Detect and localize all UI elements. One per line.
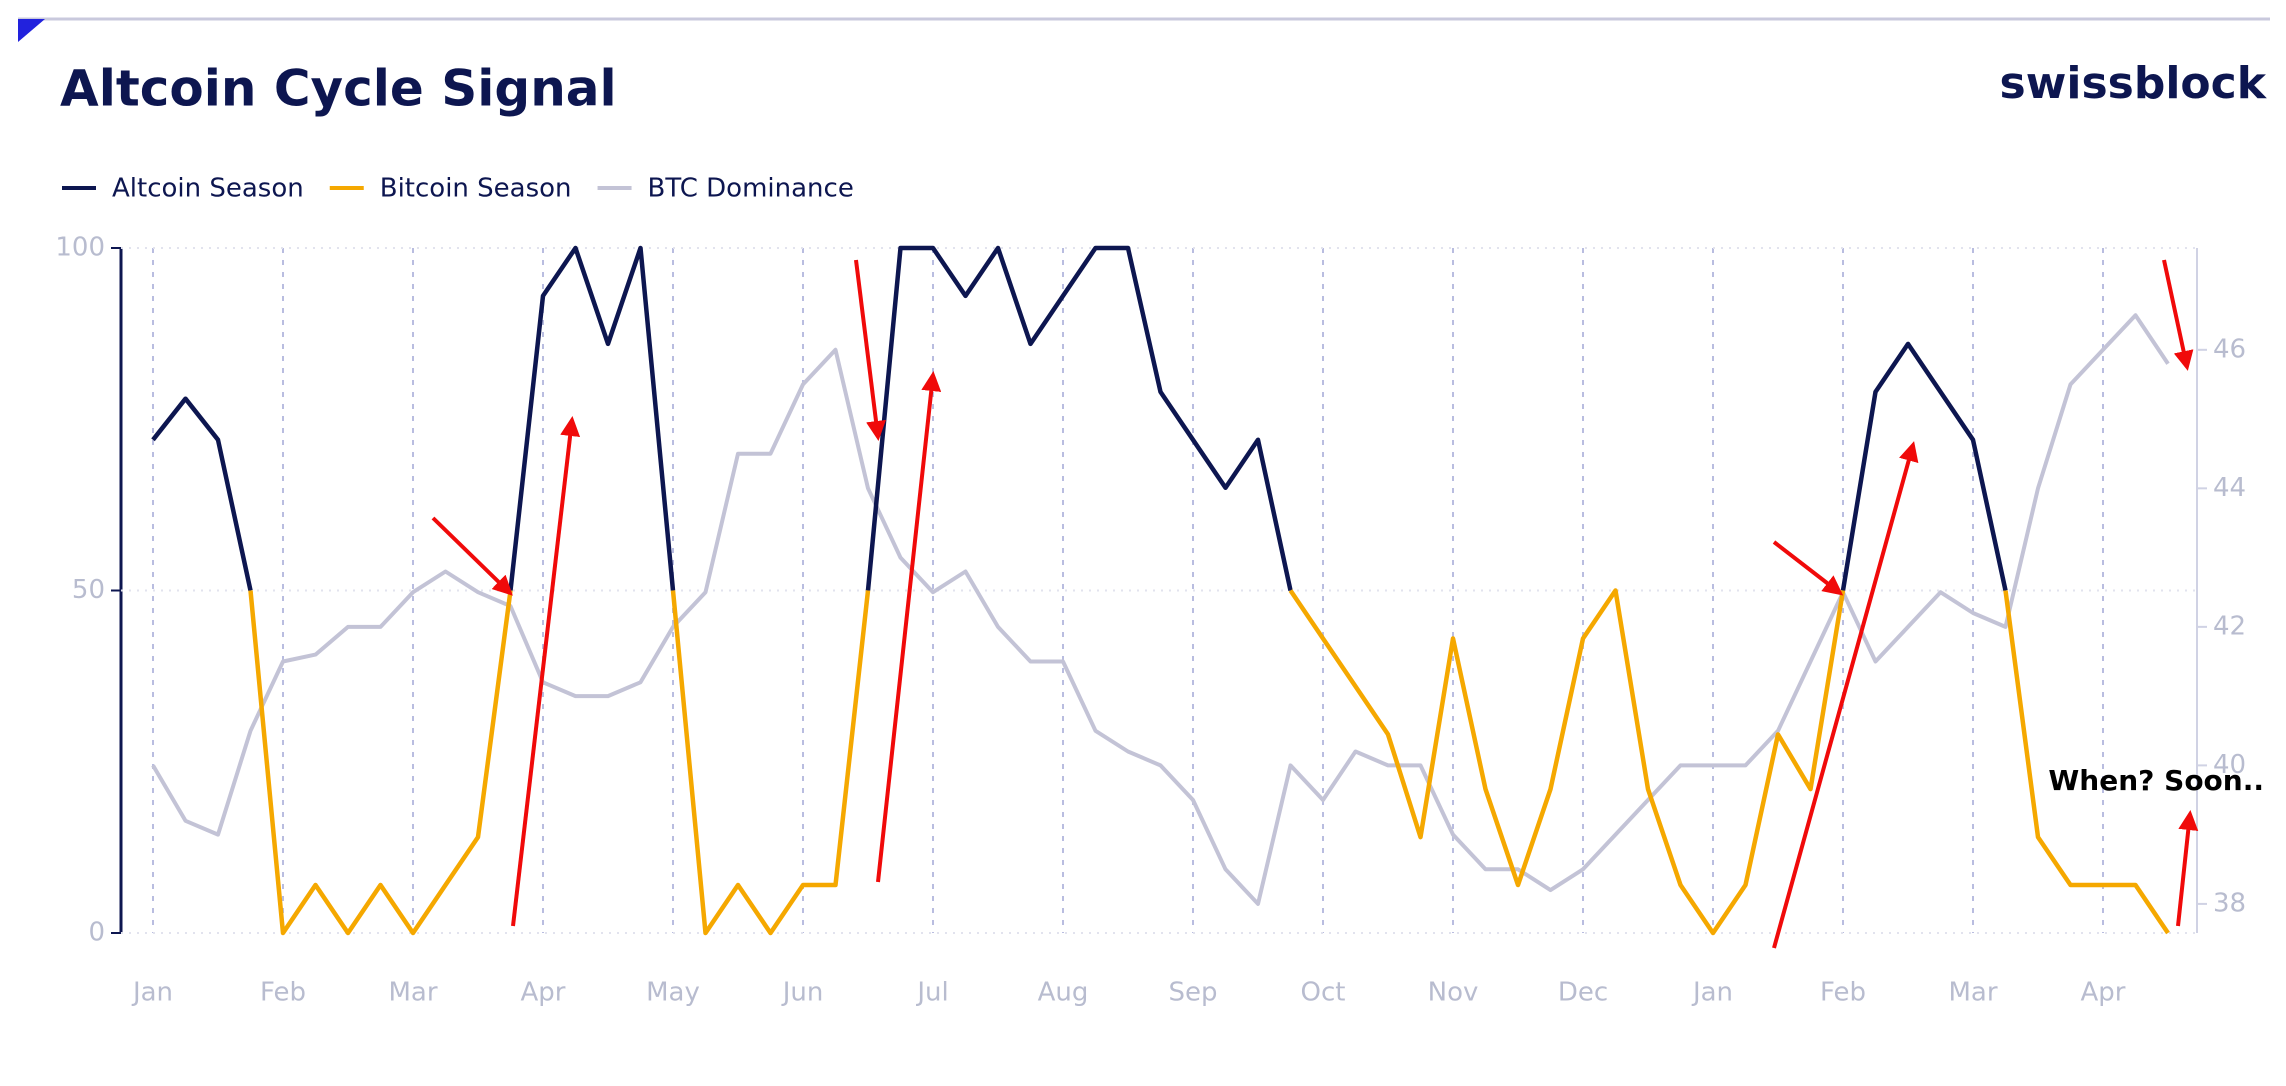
legend-label: BTC Dominance xyxy=(648,174,854,204)
arrow xyxy=(2162,259,2194,371)
x-tick-label: Jan xyxy=(1691,978,1733,1008)
series-line xyxy=(151,313,2170,906)
arrow xyxy=(1772,441,1919,949)
legend-label: Bitcoin Season xyxy=(380,174,572,204)
plot: Jan Feb Mar Apr May Jun Jul Aug Sep Oct Nov Dec Jan F… xyxy=(55,233,2246,1008)
x-tick-label: Mar xyxy=(1948,978,1997,1008)
legend: Altcoin Season Bitcoin Season BTC Dominanc… xyxy=(62,174,854,204)
x-tick-label: Aug xyxy=(1038,978,1089,1008)
corner-mark xyxy=(18,19,45,42)
x-tick-label: Oct xyxy=(1301,978,1346,1008)
arrow xyxy=(2176,810,2199,927)
arrows xyxy=(431,259,2199,949)
x-tick-label: Sep xyxy=(1168,978,1217,1008)
x-tick-label: Nov xyxy=(1428,978,1479,1008)
x-tick-label: Jan xyxy=(131,978,173,1008)
x-tick-label: Apr xyxy=(521,978,566,1008)
y2-tick-label: 46 xyxy=(2213,334,2246,364)
brand: swissblock xyxy=(2000,58,2268,109)
series-line xyxy=(248,588,2170,936)
y2-tick-label: 38 xyxy=(2213,888,2246,918)
x-tick-label: Mar xyxy=(388,978,437,1008)
x-tick-label: May xyxy=(646,978,700,1008)
x-tick-label: Jun xyxy=(781,978,824,1008)
series-line xyxy=(151,245,2008,591)
x-tick-label: Feb xyxy=(1820,978,1866,1008)
y2-tick-label: 44 xyxy=(2213,473,2246,503)
arrow xyxy=(511,416,581,927)
y2-tick-label: 42 xyxy=(2213,611,2246,641)
arrow xyxy=(876,371,942,883)
annotation: When? Soon.. xyxy=(2048,764,2264,797)
x-tick-label: Jul xyxy=(915,978,948,1008)
arrow xyxy=(431,516,513,596)
y-tick-label: 100 xyxy=(55,233,105,263)
y2-tick-label: 40 xyxy=(2213,750,2246,780)
chart-title: Altcoin Cycle Signal xyxy=(60,60,617,118)
x-tick-label: Dec xyxy=(1558,978,1608,1008)
legend-label: Altcoin Season xyxy=(112,174,304,204)
arrow xyxy=(854,259,886,441)
y-tick-label: 0 xyxy=(88,918,105,948)
y-tick-label: 50 xyxy=(72,575,105,605)
arrow xyxy=(1772,540,1844,596)
x-tick-label: Apr xyxy=(2081,978,2126,1008)
x-tick-label: Feb xyxy=(260,978,306,1008)
